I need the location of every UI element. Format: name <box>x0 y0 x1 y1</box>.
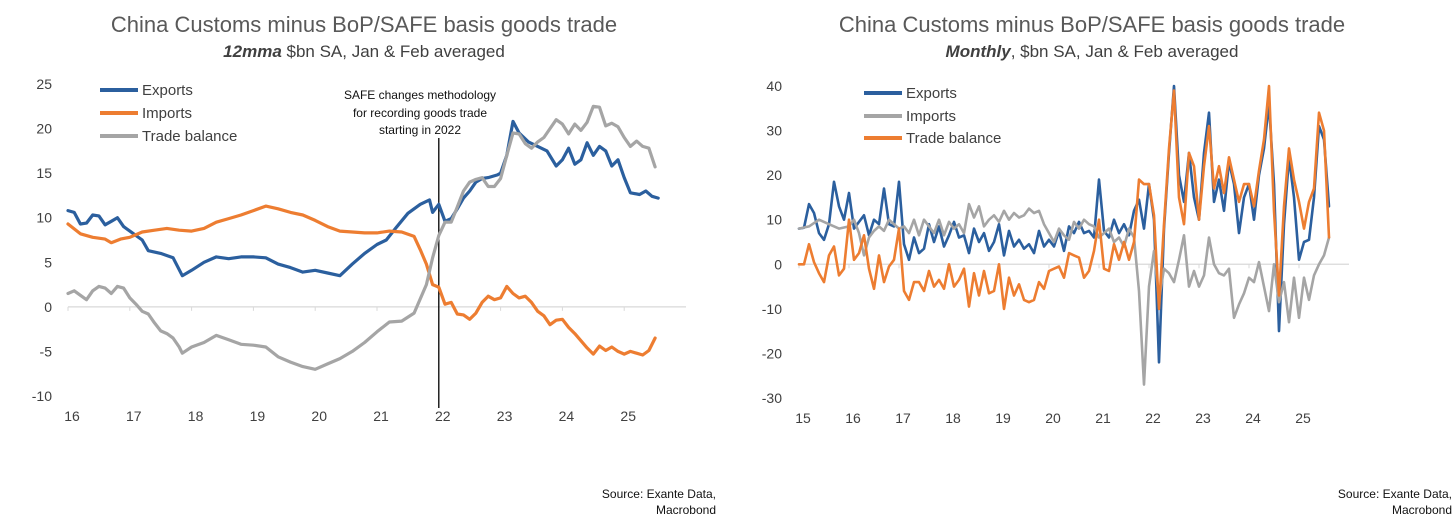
subtitle-emphasis: Monthly <box>945 42 1011 61</box>
x-tick-label: 23 <box>497 408 513 424</box>
legend-label: Trade balance <box>906 130 1001 147</box>
x-tick-label: 22 <box>435 408 451 424</box>
x-tick-label: 22 <box>1145 410 1161 426</box>
x-tick-label: 18 <box>188 408 204 424</box>
chart-subtitle: Monthly, $bn SA, Jan & Feb averaged <box>728 42 1456 62</box>
legend-label: Exports <box>906 85 957 102</box>
y-tick-label: 10 <box>36 210 52 226</box>
x-tick-label: 24 <box>1245 410 1261 426</box>
y-tick-label: 25 <box>36 76 52 92</box>
x-tick-label: 17 <box>126 408 142 424</box>
source-line-2: Macrobond <box>655 503 716 517</box>
x-tick-label: 20 <box>311 408 327 424</box>
x-tick-label: 18 <box>945 410 961 426</box>
y-tick-label: 20 <box>36 121 52 137</box>
y-tick-label: 10 <box>766 212 782 228</box>
y-tick-label: 0 <box>44 299 52 315</box>
x-tick-label: 25 <box>620 408 636 424</box>
source-line-1: Source: Exante Data, <box>1337 487 1452 501</box>
left-chart-plot: 25 20 15 10 5 0 -5 -10 16 17 18 19 20 21 22 23 24 25 SAFE … <box>32 76 686 424</box>
y-tick-label: 40 <box>766 78 782 94</box>
x-tick-label: 17 <box>895 410 911 426</box>
x-tick-label: 16 <box>845 410 861 426</box>
subtitle-rest: $bn SA, Jan & Feb averaged <box>281 42 505 61</box>
x-tick-label: 21 <box>373 408 389 424</box>
x-tick-label: 25 <box>1295 410 1311 426</box>
subtitle-rest: , $bn SA, Jan & Feb averaged <box>1010 42 1239 61</box>
y-tick-label: -30 <box>762 390 782 406</box>
chart-title: China Customs minus BoP/SAFE basis goods… <box>110 12 618 37</box>
y-tick-label: 15 <box>36 165 52 181</box>
y-tick-label: -20 <box>762 345 782 361</box>
source-note: Source: Exante Data, Macrobond <box>602 486 716 518</box>
legend-label: Imports <box>142 105 192 122</box>
y-tick-label: -10 <box>762 301 782 317</box>
subtitle-emphasis: 12mma <box>223 42 282 61</box>
annotation-text: for recording goods trade <box>353 106 487 120</box>
y-tick-label: 0 <box>774 256 782 272</box>
x-tick-label: 19 <box>995 410 1011 426</box>
legend-label: Exports <box>142 82 193 99</box>
y-tick-label: 30 <box>766 123 782 139</box>
y-tick-label: -5 <box>40 343 53 359</box>
x-tick-label: 24 <box>559 408 575 424</box>
annotation-text: SAFE changes methodology <box>344 88 496 102</box>
x-tick-label: 16 <box>64 408 80 424</box>
series-line-imports <box>66 204 657 357</box>
y-tick-label: -10 <box>32 388 52 404</box>
source-line-2: Macrobond <box>1391 503 1452 517</box>
left-chart-panel: China Customs minus BoP/SAFE basis goods… <box>0 12 728 518</box>
x-tick-label: 23 <box>1195 410 1211 426</box>
series-line-trade-balance <box>797 84 1331 311</box>
legend-label: Imports <box>906 108 956 125</box>
y-tick-label: 20 <box>766 167 782 183</box>
x-tick-label: 20 <box>1045 410 1061 426</box>
source-note: Source: Exante Data, Macrobond <box>1338 486 1452 518</box>
y-tick-label: 5 <box>44 254 52 270</box>
series-line-trade-balance <box>66 104 657 371</box>
right-chart-panel: China Customs minus BoP/SAFE basis goods… <box>728 0 1456 521</box>
x-tick-label: 19 <box>250 408 266 424</box>
legend-label: Trade balance <box>142 128 237 145</box>
right-chart-plot: 40 30 20 10 0 -10 -20 -30 15 16 17 18 19 20 21 22 23 24 25… <box>762 78 1349 426</box>
x-tick-label: 15 <box>795 410 811 426</box>
series-line-exports <box>66 119 660 278</box>
chart-title: China Customs minus BoP/SAFE basis goods… <box>838 12 1346 37</box>
annotation-text: starting in 2022 <box>379 123 461 137</box>
chart-subtitle: 12mma $bn SA, Jan & Feb averaged <box>0 42 728 62</box>
series-line-imports <box>797 202 1331 386</box>
x-tick-label: 21 <box>1095 410 1111 426</box>
source-line-1: Source: Exante Data, <box>601 487 716 501</box>
series-line-exports <box>797 84 1331 364</box>
